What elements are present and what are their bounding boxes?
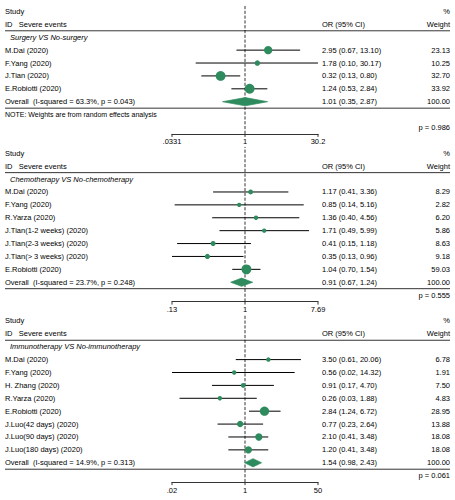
svg-text:1.17 (0.41, 3.36): 1.17 (0.41, 3.36) <box>322 187 378 196</box>
svg-text:3.50 (0.61, 20.06): 3.50 (0.61, 20.06) <box>322 355 382 364</box>
svg-text:32.70: 32.70 <box>431 71 450 80</box>
svg-text:100.00: 100.00 <box>427 97 450 106</box>
svg-text:0.91 (0.17, 4.70): 0.91 (0.17, 4.70) <box>322 381 378 390</box>
svg-text:J.Luo(42 days) (2020): J.Luo(42 days) (2020) <box>5 420 79 429</box>
svg-text:Weight: Weight <box>427 329 451 338</box>
svg-text:R.Yarza (2020): R.Yarza (2020) <box>5 394 56 403</box>
svg-text:E.Robiotti (2020): E.Robiotti (2020) <box>5 407 62 416</box>
svg-text:Surgery VS No-surgery: Surgery VS No-surgery <box>10 33 89 42</box>
svg-text:59.03: 59.03 <box>431 265 450 274</box>
svg-text:J.Luo(180 days) (2020): J.Luo(180 days) (2020) <box>5 445 83 454</box>
svg-text:8.29: 8.29 <box>435 187 450 196</box>
svg-text:18.08: 18.08 <box>431 445 450 454</box>
svg-text:28.95: 28.95 <box>431 407 450 416</box>
svg-text:M.Dai (2020): M.Dai (2020) <box>5 46 49 55</box>
svg-text:5.86: 5.86 <box>435 226 450 235</box>
svg-text:Study: Study <box>5 7 24 16</box>
svg-text:%: % <box>443 316 450 325</box>
svg-text:ID Severe events: ID Severe events <box>5 162 67 171</box>
svg-text:1: 1 <box>243 305 247 314</box>
svg-text:NOTE: Weights are from random: NOTE: Weights are from random effects an… <box>5 111 157 119</box>
svg-text:J.Tian (2020): J.Tian (2020) <box>5 71 49 80</box>
svg-text:ID Severe events: ID Severe events <box>5 329 67 338</box>
svg-text:9.18: 9.18 <box>435 252 450 261</box>
svg-text:50: 50 <box>314 486 322 495</box>
svg-text:4.83: 4.83 <box>435 394 450 403</box>
svg-text:OR (95% CI): OR (95% CI) <box>322 162 365 171</box>
svg-text:Immunotherapy VS No-immunother: Immunotherapy VS No-immunotherapy <box>10 342 141 351</box>
svg-text:Overall (I-squared = 63.3%, p: Overall (I-squared = 63.3%, p = 0.043) <box>5 97 136 106</box>
svg-text:p = 0.061: p = 0.061 <box>419 471 451 480</box>
svg-text:0.35 (0.13, 0.96): 0.35 (0.13, 0.96) <box>322 252 378 261</box>
svg-text:0.91 (0.67, 1.24): 0.91 (0.67, 1.24) <box>322 278 378 287</box>
svg-text:1.91: 1.91 <box>435 368 450 377</box>
svg-text:Study: Study <box>5 149 24 158</box>
svg-text:1.20 (0.41, 3.48): 1.20 (0.41, 3.48) <box>322 445 378 454</box>
svg-text:6.20: 6.20 <box>435 213 450 222</box>
svg-text:R.Yarza (2020): R.Yarza (2020) <box>5 213 56 222</box>
svg-text:F.Yang (2020): F.Yang (2020) <box>5 368 52 377</box>
svg-text:1.78 (0.10, 30.17): 1.78 (0.10, 30.17) <box>322 59 382 68</box>
svg-text:1.54 (0.98, 2.43): 1.54 (0.98, 2.43) <box>322 458 378 467</box>
svg-text:7.50: 7.50 <box>435 381 450 390</box>
svg-text:Study: Study <box>5 316 24 325</box>
svg-text:0.32 (0.13, 0.80): 0.32 (0.13, 0.80) <box>322 71 378 80</box>
svg-text:8.63: 8.63 <box>435 239 450 248</box>
svg-text:6.78: 6.78 <box>435 355 450 364</box>
svg-text:Overall (I-squared = 14.9%, p: Overall (I-squared = 14.9%, p = 0.313) <box>5 458 136 467</box>
svg-text:F.Yang (2020): F.Yang (2020) <box>5 200 52 209</box>
svg-text:0.85 (0.14, 5.16): 0.85 (0.14, 5.16) <box>322 200 378 209</box>
svg-text:2.95 (0.67, 13.10): 2.95 (0.67, 13.10) <box>322 46 382 55</box>
svg-text:10.25: 10.25 <box>431 59 450 68</box>
svg-text:Overall (I-squared = 23.7%, p: Overall (I-squared = 23.7%, p = 0.248) <box>5 278 136 287</box>
svg-text:J.Tian(2-3 weeks) (2020): J.Tian(2-3 weeks) (2020) <box>5 239 89 248</box>
svg-text:0.41 (0.15, 1.18): 0.41 (0.15, 1.18) <box>322 239 378 248</box>
svg-text:1.04 (0.70, 1.54): 1.04 (0.70, 1.54) <box>322 265 378 274</box>
svg-text:0.56 (0.02, 14.32): 0.56 (0.02, 14.32) <box>322 368 382 377</box>
svg-text:0.77 (0.23, 2.64): 0.77 (0.23, 2.64) <box>322 420 378 429</box>
svg-text:p = 0.555: p = 0.555 <box>419 291 451 300</box>
svg-text:%: % <box>443 7 450 16</box>
svg-text:2.82: 2.82 <box>435 200 450 209</box>
svg-text:7.69: 7.69 <box>311 305 326 314</box>
svg-text:M.Dai (2020): M.Dai (2020) <box>5 355 49 364</box>
svg-text:F.Yang (2020): F.Yang (2020) <box>5 59 52 68</box>
svg-text:0.26 (0.03, 1.88): 0.26 (0.03, 1.88) <box>322 394 378 403</box>
svg-text:30.2: 30.2 <box>311 137 326 146</box>
svg-text:100.00: 100.00 <box>427 278 450 287</box>
svg-text:Chemotherapy VS No-chemotherap: Chemotherapy VS No-chemotherapy <box>10 175 134 184</box>
svg-text:18.08: 18.08 <box>431 432 450 441</box>
svg-text:ID Severe events: ID Severe events <box>5 20 67 29</box>
svg-text:100.00: 100.00 <box>427 458 450 467</box>
svg-text:1.71 (0.49, 5.99): 1.71 (0.49, 5.99) <box>322 226 378 235</box>
svg-text:1.01 (0.35, 2.87): 1.01 (0.35, 2.87) <box>322 97 378 106</box>
svg-text:E.Robiotti (2020): E.Robiotti (2020) <box>5 84 62 93</box>
svg-text:E.Robiotti (2020): E.Robiotti (2020) <box>5 265 62 274</box>
svg-text:Weight: Weight <box>427 20 451 29</box>
svg-text:H. Zhang (2020): H. Zhang (2020) <box>5 381 60 390</box>
svg-text:23.13: 23.13 <box>431 46 450 55</box>
svg-text:J.Tian(1-2 weeks) (2020): J.Tian(1-2 weeks) (2020) <box>5 226 89 235</box>
svg-text:p = 0.986: p = 0.986 <box>419 123 451 132</box>
svg-text:.13: .13 <box>167 305 177 314</box>
svg-text:Weight: Weight <box>427 162 451 171</box>
svg-text:.0331: .0331 <box>163 137 182 146</box>
svg-text:OR (95% CI): OR (95% CI) <box>322 329 365 338</box>
svg-text:OR (95% CI): OR (95% CI) <box>322 20 365 29</box>
svg-text:J.Tian(> 3 weeks) (2020): J.Tian(> 3 weeks) (2020) <box>5 252 88 261</box>
svg-text:33.92: 33.92 <box>431 84 450 93</box>
svg-text:2.84 (1.24, 6.72): 2.84 (1.24, 6.72) <box>322 407 378 416</box>
svg-text:J.Luo(90 days) (2020): J.Luo(90 days) (2020) <box>5 432 79 441</box>
svg-text:%: % <box>443 149 450 158</box>
svg-text:2.10 (0.41, 3.48): 2.10 (0.41, 3.48) <box>322 432 378 441</box>
svg-text:1: 1 <box>243 137 247 146</box>
svg-text:1.24 (0.53, 2.84): 1.24 (0.53, 2.84) <box>322 84 378 93</box>
svg-text:1: 1 <box>243 486 247 495</box>
svg-text:1.36 (0.40, 4.56): 1.36 (0.40, 4.56) <box>322 213 378 222</box>
svg-text:.02: .02 <box>167 486 177 495</box>
svg-text:M.Dai (2020): M.Dai (2020) <box>5 187 49 196</box>
svg-text:13.88: 13.88 <box>431 420 450 429</box>
